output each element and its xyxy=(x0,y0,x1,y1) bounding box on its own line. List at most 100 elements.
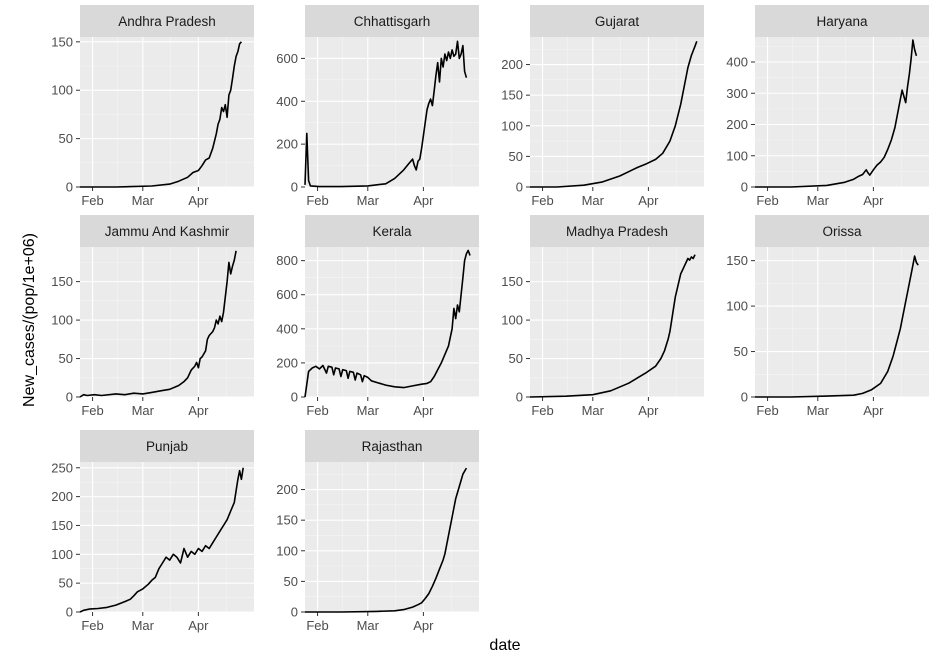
x-tick-label: Mar xyxy=(132,193,155,208)
y-tick-label: 150 xyxy=(51,34,73,49)
x-tick-label: Mar xyxy=(807,193,830,208)
facet-title: Rajasthan xyxy=(362,439,423,454)
y-tick-label: 400 xyxy=(276,321,298,336)
y-tick-label: 250 xyxy=(51,460,73,475)
facet-haryana: Haryana 0 100 200 300 400 Feb Mar Apr xyxy=(726,5,929,208)
series-line-jammu-and-kashmir xyxy=(79,250,237,398)
y-tick-label: 50 xyxy=(59,576,73,591)
x-tick-label: Mar xyxy=(357,193,380,208)
y-tick-label: 300 xyxy=(726,86,748,101)
facet-title: Gujarat xyxy=(595,14,640,29)
y-tick-label: 50 xyxy=(284,574,298,589)
x-tick-label: Apr xyxy=(188,193,209,208)
facet-punjab: Punjab 0 50 100 150 200 250 Feb Mar Apr xyxy=(51,430,254,633)
plot-panel xyxy=(530,37,704,187)
x-tick-label: Mar xyxy=(582,403,605,418)
facet-strip xyxy=(305,5,479,37)
x-tick-label: Feb xyxy=(306,193,328,208)
x-tick-label: Feb xyxy=(756,193,778,208)
y-tick-label: 200 xyxy=(726,117,748,132)
y-tick-label: 400 xyxy=(276,94,298,109)
facet-strip xyxy=(755,5,929,37)
facet-madhya-pradesh: Madhya Pradesh 0 50 100 150 Feb Mar Apr xyxy=(501,215,704,418)
y-tick-label: 600 xyxy=(276,51,298,66)
facet-strip xyxy=(80,215,254,247)
x-tick-label: Apr xyxy=(413,193,434,208)
x-tick-label: Feb xyxy=(81,618,103,633)
x-tick-label: Feb xyxy=(756,403,778,418)
y-tick-label: 150 xyxy=(51,518,73,533)
series-line-kerala xyxy=(304,249,471,398)
y-tick-label: 200 xyxy=(276,137,298,152)
x-axis-title: date xyxy=(489,637,520,654)
facet-strip xyxy=(530,5,704,37)
x-tick-label: Apr xyxy=(188,403,209,418)
plot-panel xyxy=(80,462,254,612)
series-line-andhra-pradesh xyxy=(80,41,242,188)
facet-orissa: Orissa 0 50 100 150 Feb Mar Apr xyxy=(726,215,929,418)
x-tick-label: Mar xyxy=(807,403,830,418)
y-tick-label: 400 xyxy=(726,55,748,70)
facet-title: Andhra Pradesh xyxy=(118,14,216,29)
facet-title: Jammu And Kashmir xyxy=(105,224,230,239)
y-tick-label: 800 xyxy=(276,253,298,268)
facet-strip xyxy=(530,215,704,247)
facet-strip xyxy=(305,430,479,462)
plot-panel xyxy=(755,37,929,187)
y-tick-label: 150 xyxy=(726,253,748,268)
y-tick-label: 0 xyxy=(516,390,523,405)
facet-strip xyxy=(755,215,929,247)
x-tick-label: Apr xyxy=(638,193,659,208)
series-line-orissa xyxy=(755,255,919,398)
y-tick-label: 600 xyxy=(276,287,298,302)
x-tick-label: Mar xyxy=(132,618,155,633)
y-tick-label: 100 xyxy=(276,543,298,558)
y-tick-label: 200 xyxy=(501,57,523,72)
y-tick-label: 50 xyxy=(734,344,748,359)
plot-panel xyxy=(80,247,254,397)
x-tick-label: Feb xyxy=(531,403,553,418)
y-tick-label: 100 xyxy=(501,313,523,328)
x-tick-label: Apr xyxy=(863,193,884,208)
series-line-madhya-pradesh xyxy=(529,254,696,398)
x-tick-label: Feb xyxy=(306,618,328,633)
plot-panel xyxy=(530,247,704,397)
x-tick-label: Mar xyxy=(582,193,605,208)
x-tick-label: Mar xyxy=(357,618,380,633)
facet-kerala: Kerala 0 200 400 600 800 Feb Mar Apr xyxy=(276,215,479,418)
x-tick-label: Apr xyxy=(413,618,434,633)
y-tick-label: 0 xyxy=(291,390,298,405)
facet-rajasthan: Rajasthan 0 50 100 150 200 Feb Mar Apr xyxy=(276,430,479,633)
y-tick-label: 150 xyxy=(501,88,523,103)
y-tick-label: 150 xyxy=(501,274,523,289)
y-tick-label: 0 xyxy=(291,180,298,195)
y-tick-label: 0 xyxy=(516,180,523,195)
x-tick-label: Feb xyxy=(306,403,328,418)
y-tick-label: 0 xyxy=(66,605,73,620)
series-line-haryana xyxy=(755,39,918,188)
y-tick-label: 0 xyxy=(741,180,748,195)
x-tick-label: Apr xyxy=(188,618,209,633)
series-line-gujarat xyxy=(530,41,698,188)
plot-panel xyxy=(305,462,479,612)
x-tick-label: Feb xyxy=(81,403,103,418)
facet-strip xyxy=(80,5,254,37)
y-tick-label: 100 xyxy=(726,299,748,314)
facet-gujarat: Gujarat 0 50 100 150 200 Feb Mar Apr xyxy=(501,5,704,208)
facet-title: Chhattisgarh xyxy=(354,14,431,29)
facet-strip xyxy=(305,215,479,247)
facet-title: Orissa xyxy=(822,224,861,239)
x-tick-label: Feb xyxy=(81,193,103,208)
series-line-chhattisgarh xyxy=(304,40,468,188)
y-tick-label: 50 xyxy=(59,131,73,146)
y-tick-label: 50 xyxy=(509,149,523,164)
x-tick-label: Apr xyxy=(413,403,434,418)
facet-title: Punjab xyxy=(146,439,188,454)
y-tick-label: 50 xyxy=(509,351,523,366)
x-tick-label: Apr xyxy=(863,403,884,418)
facet-chhattisgarh: Chhattisgarh 0 200 400 600 Feb Mar Apr xyxy=(276,5,479,208)
x-tick-label: Feb xyxy=(531,193,553,208)
series-line-rajasthan xyxy=(305,467,468,613)
